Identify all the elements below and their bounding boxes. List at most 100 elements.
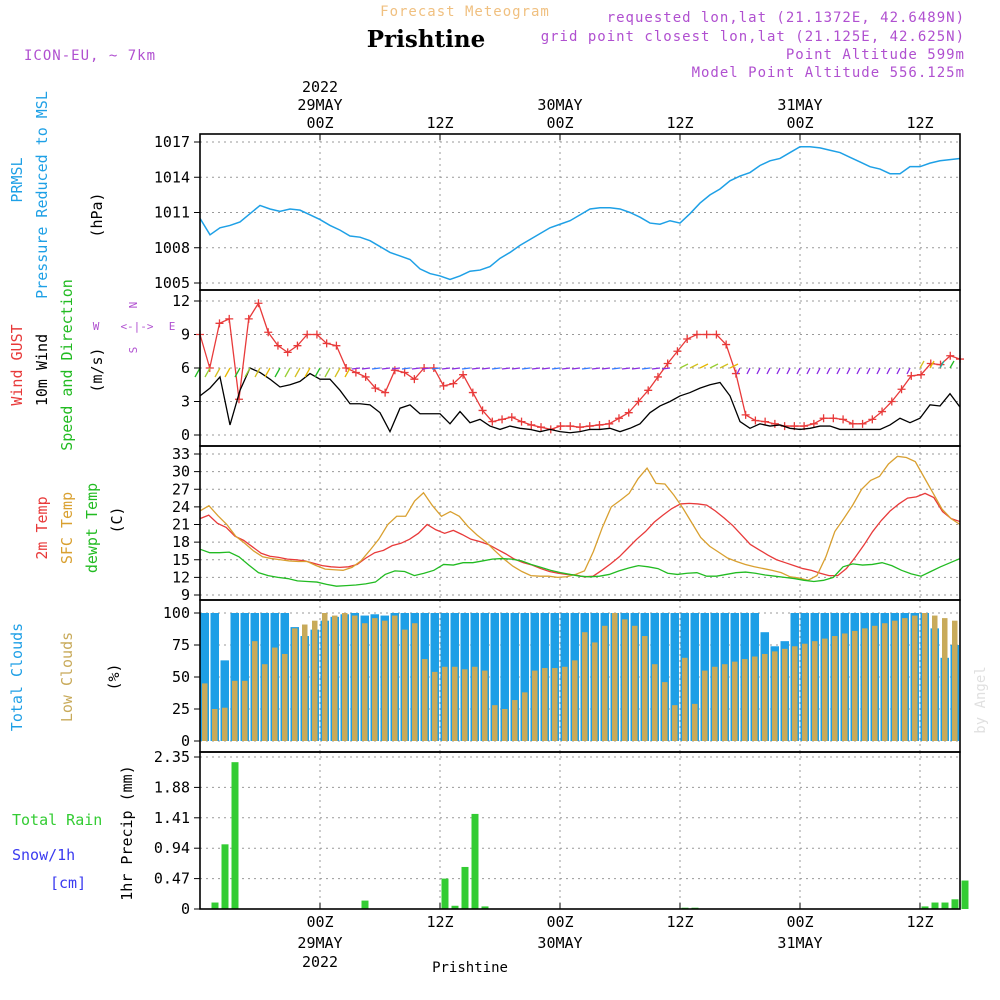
low-cloud-bar — [412, 623, 418, 741]
low-cloud-bar — [832, 636, 838, 741]
low-cloud-bar — [912, 615, 918, 741]
wind-direction-arrow — [846, 367, 851, 375]
wind-direction-arrow — [689, 363, 699, 369]
low-cloud-bar — [332, 615, 338, 741]
rain-bar — [481, 906, 489, 909]
total-cloud-bar — [510, 613, 519, 741]
low-cloud-bar — [572, 660, 578, 741]
wind-direction-arrow — [411, 367, 421, 370]
product-title: Forecast Meteogram — [380, 4, 550, 20]
rain-bar — [221, 844, 229, 909]
top-time-label-2: 00Z — [546, 114, 573, 132]
wind-direction-arrow — [294, 367, 301, 378]
location-title: Prishtine — [367, 26, 486, 53]
label-ms: (m/s) — [88, 347, 106, 392]
low-cloud-bar — [222, 707, 228, 741]
wind-direction-arrow — [699, 363, 709, 369]
gust-marker — [371, 384, 380, 393]
total-cloud-bar — [200, 613, 209, 741]
gust-marker — [751, 416, 760, 425]
wind-direction-arrow — [786, 367, 791, 375]
low-cloud-bar — [452, 666, 458, 741]
low-cloud-bar — [642, 636, 648, 741]
rain-bar — [961, 880, 969, 909]
low-cloud-bar — [792, 646, 798, 741]
compass-w: W — [93, 320, 100, 333]
precip-frame — [199, 751, 961, 910]
gust-marker — [459, 370, 468, 379]
gust-marker — [946, 351, 955, 360]
rain-bar — [231, 762, 239, 909]
low-cloud-bar — [212, 709, 218, 741]
wind-ytick-label-1: 3 — [181, 393, 190, 411]
top-date-label-4: 31MAY — [777, 96, 822, 114]
temperature-ytick-label-0: 9 — [181, 586, 190, 604]
gust-marker — [653, 372, 662, 381]
top-time-label-1: 12Z — [426, 114, 453, 132]
gust-marker — [702, 330, 711, 339]
wind-direction-arrow — [381, 367, 391, 370]
wind-direction-arrow — [826, 367, 831, 375]
bottom-time-label-2: 00Z — [546, 913, 573, 931]
wind-direction-arrow — [929, 360, 935, 369]
top-time-label-4: 00Z — [786, 114, 813, 132]
wind-direction-arrow — [501, 367, 511, 370]
gust-marker — [731, 369, 740, 378]
label-2m-temp: 2m Temp — [33, 496, 51, 559]
rain-bar — [451, 905, 459, 909]
gust-marker — [312, 330, 321, 339]
gust-marker — [878, 407, 887, 416]
gust-marker — [897, 385, 906, 394]
wind-ytick-label-2: 6 — [181, 359, 190, 377]
low-cloud-bar — [602, 625, 608, 741]
low-cloud-bar — [632, 625, 638, 741]
precip-ytick-label-5: 2.35 — [154, 748, 190, 766]
model-label: ICON-EU, ~ 7km — [24, 48, 156, 64]
low-cloud-bar — [242, 680, 248, 741]
gust-marker — [634, 397, 643, 406]
temperature-ytick-label-7: 30 — [172, 463, 190, 481]
compass-n: N — [127, 302, 140, 309]
total-cloud-bar — [500, 613, 509, 741]
gust-marker — [527, 420, 536, 429]
gust-marker — [273, 341, 282, 350]
gust-marker — [439, 381, 448, 390]
low-cloud-bar — [382, 620, 388, 741]
wind-direction-arrow — [541, 367, 551, 370]
gust-marker — [410, 375, 419, 384]
wind-direction-arrow — [481, 367, 491, 370]
wind-direction-arrow — [601, 367, 611, 370]
low-cloud-bar — [952, 620, 958, 741]
low-cloud-bar — [312, 620, 318, 741]
wind-direction-arrow — [391, 367, 401, 370]
sfc-temp-line — [199, 455, 961, 582]
bottom-date-label-4: 31MAY — [777, 934, 822, 952]
gust-marker — [283, 348, 292, 357]
wind-direction-arrow — [641, 367, 651, 370]
wind-direction-arrow — [746, 367, 751, 375]
gust-marker — [673, 347, 682, 356]
low-cloud-bar — [482, 670, 488, 741]
wind-direction-arrow — [304, 367, 311, 378]
low-cloud-bar — [802, 643, 808, 741]
low-cloud-bar — [422, 659, 428, 741]
wind-direction-arrow — [314, 367, 321, 378]
rain-bar — [951, 899, 959, 909]
gust-marker — [887, 397, 896, 406]
low-cloud-bar — [532, 670, 538, 741]
top-year-label: 2022 — [302, 78, 338, 96]
top-date-label-2: 30MAY — [537, 96, 582, 114]
wind-speed-line — [199, 367, 961, 434]
bottom-time-label-1: 12Z — [426, 913, 453, 931]
low-cloud-bar — [902, 618, 908, 741]
low-cloud-bar — [432, 671, 438, 741]
gust-marker — [293, 341, 302, 350]
gust-marker — [624, 408, 633, 417]
rain-bar — [211, 902, 219, 909]
total-cloud-bar — [660, 613, 669, 741]
clouds-ytick-label-2: 50 — [172, 668, 190, 686]
label-sfc-temp: SFC Temp — [58, 492, 76, 564]
gust-marker — [556, 422, 565, 431]
label-percent: (%) — [105, 663, 123, 690]
